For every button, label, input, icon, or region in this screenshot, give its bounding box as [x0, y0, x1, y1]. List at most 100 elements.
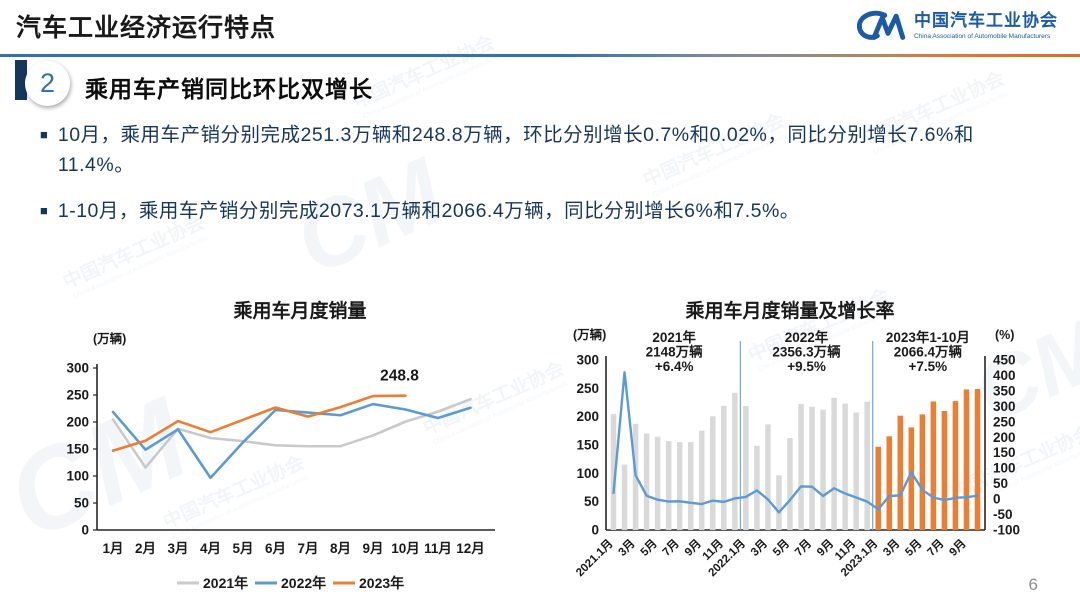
sales-bar	[941, 411, 948, 530]
x-tick-label: 7月	[297, 541, 318, 556]
sales-bar	[676, 442, 683, 530]
sales-bar	[732, 392, 738, 530]
right-tick-label: 0	[993, 492, 1001, 507]
caam-logo: 中国汽车工业协会 China Association of Automobile…	[852, 8, 1058, 44]
logo-org-name: 中国汽车工业协会	[914, 11, 1058, 31]
sales-bar	[864, 401, 870, 530]
year-annotation: +9.5%	[787, 359, 826, 374]
bullet-square-icon: ■	[40, 203, 48, 219]
x-tick-label: 5月	[638, 537, 660, 559]
y-axis-unit: (万辆)	[93, 331, 126, 346]
monthly-sales-growth-chart: 乘用车月度销量及增长率(万辆) (%)050100150200250300-100…	[573, 299, 1020, 579]
x-tick-label: 1月	[102, 541, 123, 556]
left-tick-label: 300	[576, 353, 599, 368]
y-tick-label: 300	[66, 361, 89, 376]
caam-logo-icon	[856, 10, 906, 40]
left-tick-label: 0	[591, 523, 599, 538]
year-annotation: 2148万辆	[646, 344, 704, 360]
page-title: 汽车工业经济运行特点	[16, 14, 277, 42]
y-tick-label: 250	[66, 388, 89, 403]
right-tick-label: 350	[993, 383, 1016, 398]
x-tick-label: 9月	[362, 541, 383, 556]
y-tick-label: 100	[66, 469, 89, 484]
right-tick-label: 250	[993, 414, 1016, 429]
left-tick-label: 150	[576, 438, 599, 453]
sales-bar	[754, 445, 760, 530]
legend-label: 2021年	[203, 575, 248, 591]
x-tick-label: 3月	[881, 537, 903, 559]
right-tick-label: 150	[993, 445, 1016, 460]
growth-rate-line	[612, 371, 979, 514]
x-tick-label: 2021.1月	[573, 537, 615, 579]
left-tick-label: 50	[584, 494, 599, 509]
right-tick-label: 50	[993, 476, 1008, 491]
y-tick-label: 50	[74, 496, 89, 511]
sales-bar	[842, 403, 848, 530]
right-tick-label: 100	[993, 461, 1016, 476]
x-tick-label: 7月	[925, 537, 947, 559]
sales-bar	[687, 442, 694, 530]
section-accent-bar	[15, 60, 27, 100]
sales-bar	[643, 433, 650, 530]
year-annotation: 2023年1-10月	[886, 329, 970, 345]
right-tick-label: 450	[993, 353, 1016, 368]
section-number-badge: 2	[25, 61, 70, 106]
bullet-item: ■ 10月，乘用车产销分别完成251.3万辆和248.8万辆，环比分别增长0.7…	[40, 120, 1045, 180]
header-divider	[0, 54, 1080, 57]
sales-bar	[699, 430, 705, 530]
sales-bar	[621, 464, 628, 530]
right-tick-label: -100	[993, 523, 1020, 538]
x-tick-label: 9月	[947, 537, 969, 559]
sales-bar	[897, 415, 904, 530]
sales-bar	[743, 406, 749, 530]
bullet-item: ■ 1-10月，乘用车产销分别完成2073.1万辆和2066.4万辆，同比分别增…	[40, 196, 1045, 226]
x-tick-label: 12月	[456, 541, 485, 556]
chart-line-2021年	[111, 397, 472, 469]
year-annotation: 2022年	[785, 329, 829, 345]
sales-bar	[654, 436, 661, 530]
x-tick-label: 5月	[770, 537, 792, 559]
sales-bar	[908, 427, 915, 530]
x-tick-label: 5月	[903, 537, 925, 559]
year-annotation: 2356.3万辆	[772, 344, 841, 360]
sales-bar	[952, 401, 959, 530]
right-tick-label: 200	[993, 430, 1016, 445]
sales-bar	[710, 416, 716, 530]
sales-bar	[919, 414, 926, 530]
x-tick-label: 7月	[660, 537, 682, 559]
bullet-text: 10月，乘用车产销分别完成251.3万辆和248.8万辆，环比分别增长0.7%和…	[57, 124, 974, 177]
page-number: 6	[1028, 575, 1038, 594]
x-tick-label: 2月	[135, 541, 156, 556]
sales-bar	[776, 475, 782, 530]
sales-bar	[853, 412, 859, 530]
legend-label: 2023年	[359, 575, 404, 591]
right-tick-label: -50	[993, 507, 1013, 522]
y-tick-label: 200	[66, 415, 89, 430]
x-tick-label: 11月	[424, 541, 452, 556]
sales-bar	[963, 389, 970, 530]
chart-line-2023年	[111, 394, 407, 452]
right-axis-unit: (%)	[995, 328, 1014, 342]
sales-bar	[721, 405, 727, 530]
bullet-square-icon: ■	[40, 127, 48, 142]
data-label: 248.8	[380, 368, 419, 385]
sales-bar	[875, 446, 881, 530]
x-tick-label: 3月	[748, 537, 770, 559]
x-tick-label: 8月	[330, 541, 351, 556]
section-title: 乘用车产销同比环比双增长	[85, 76, 373, 102]
y-tick-label: 0	[81, 523, 89, 538]
x-tick-label: 10月	[391, 541, 420, 556]
legend-label: 2022年	[281, 575, 326, 591]
sales-bar	[798, 404, 804, 530]
bullet-list: ■ 10月，乘用车产销分别完成251.3万辆和248.8万辆，环比分别增长0.7…	[40, 120, 1045, 243]
sales-bar	[610, 414, 617, 530]
chart-title: 乘用车月度销量	[232, 299, 366, 322]
chart-title: 乘用车月度销量及增长率	[684, 299, 894, 322]
x-tick-label: 7月	[792, 537, 814, 559]
sales-bar	[809, 406, 815, 530]
year-annotation: +7.5%	[909, 359, 948, 374]
left-tick-label: 100	[576, 466, 599, 481]
sales-bar	[831, 397, 837, 530]
sales-bar	[886, 436, 892, 530]
